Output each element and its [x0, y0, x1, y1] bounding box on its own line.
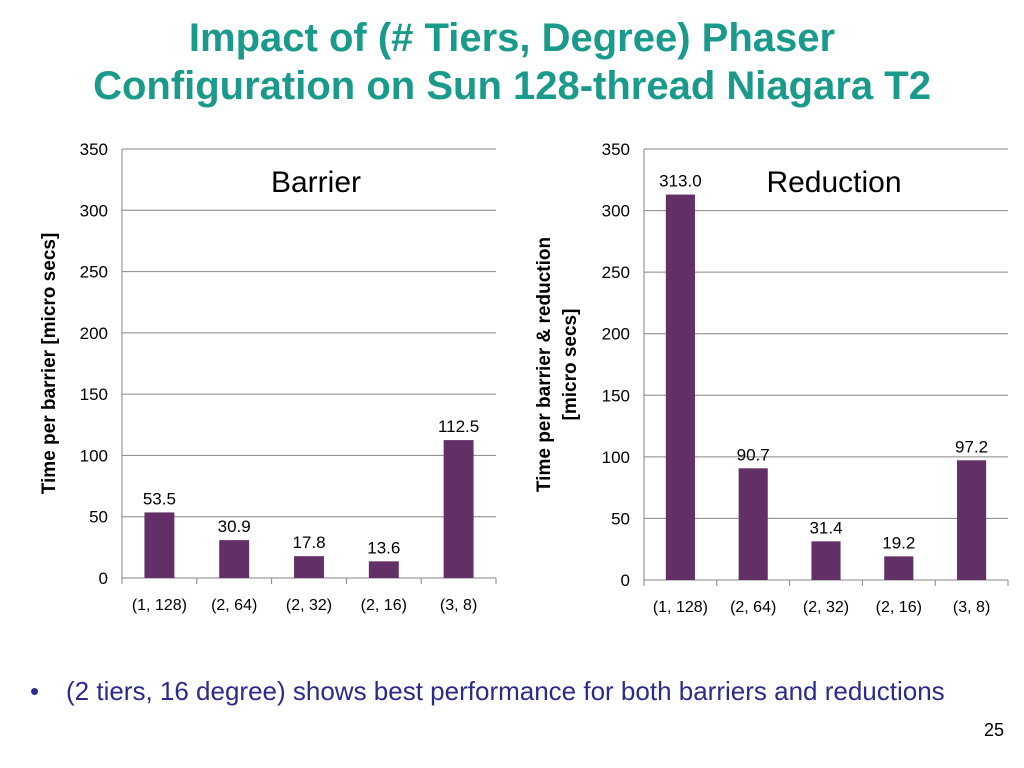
data-label: 53.5 — [143, 489, 176, 508]
data-label: 17.8 — [292, 533, 325, 552]
bar — [957, 460, 987, 580]
y-axis-title: Time per barrier [micro secs] — [39, 233, 60, 495]
chart-title: Reduction — [766, 166, 901, 199]
bullet-item: • (2 tiers, 16 degree) shows best perfor… — [30, 674, 990, 708]
bullet-text: (2 tiers, 16 degree) shows best performa… — [66, 676, 945, 706]
y-tick-label: 50 — [89, 508, 108, 527]
reduction-chart: 0 50 100 150 200 250 300 350 313.0 (1, 128) 90.7 (2… — [534, 140, 1009, 616]
y-tick-label: 200 — [80, 324, 108, 343]
y-tick-label: 300 — [602, 202, 630, 221]
x-tick-label: (3, 8) — [953, 599, 990, 616]
bar — [738, 468, 768, 580]
y-tick-label: 100 — [80, 446, 108, 465]
slide-title-line-1: Impact of (# Tiers, Degree) Phaser — [188, 16, 836, 60]
y-tick-label: 0 — [99, 569, 108, 588]
y-tick-label: 300 — [80, 201, 108, 220]
barrier-chart: 0 50 100 150 200 250 300 350 53.5 (1, 128) 30.9 (2,… — [39, 140, 497, 614]
slide-title: Impact of (# Tiers, Degree) Phaser Confi… — [0, 14, 1024, 110]
y-tick-label: 350 — [80, 140, 108, 159]
y-tick-label: 150 — [80, 385, 108, 404]
bar — [294, 556, 324, 578]
y-tick-label: 200 — [602, 325, 630, 344]
y-tick-label: 250 — [80, 263, 108, 282]
bar — [811, 541, 841, 580]
y-tick-label: 50 — [611, 509, 630, 528]
x-tick-label: (2, 64) — [730, 599, 776, 616]
y-tick-label: 150 — [602, 386, 630, 405]
bar — [219, 540, 250, 578]
data-label: 13.6 — [367, 538, 400, 557]
x-tick-label: (2, 32) — [803, 599, 849, 616]
bar — [443, 440, 474, 578]
y-tick-label: 100 — [602, 448, 630, 467]
x-tick-label: (1, 128) — [653, 599, 708, 616]
data-label: 97.2 — [955, 437, 988, 456]
y-tick-label: 250 — [602, 263, 630, 282]
x-tick-label: (2, 32) — [286, 597, 332, 614]
data-label: 112.5 — [438, 417, 479, 436]
bar — [144, 512, 175, 578]
y-tick-label: 0 — [621, 571, 630, 590]
chart-title: Barrier — [271, 166, 361, 199]
y-tick-label: 350 — [602, 140, 630, 159]
x-tick-label: (2, 64) — [211, 597, 257, 614]
bar — [368, 561, 399, 578]
data-label: 90.7 — [737, 445, 770, 464]
y-axis-title: [micro secs] — [560, 309, 581, 421]
x-tick-label: (1, 128) — [132, 597, 187, 614]
x-tick-label: (2, 16) — [361, 597, 407, 614]
bar — [884, 556, 914, 580]
data-label: 313.0 — [659, 172, 702, 191]
data-label: 19.2 — [882, 533, 915, 552]
data-label: 31.4 — [809, 518, 842, 537]
x-tick-label: (2, 16) — [876, 599, 922, 616]
slide-title-line-2: Configuration on Sun 128-thread Niagara … — [93, 64, 931, 108]
bullet-marker: • — [30, 676, 40, 706]
y-axis-title: Time per barrier & reduction — [534, 237, 555, 492]
data-label: 30.9 — [218, 517, 251, 536]
page-number: 25 — [983, 720, 1004, 740]
bar — [665, 194, 695, 580]
x-tick-label: (3, 8) — [440, 597, 477, 614]
